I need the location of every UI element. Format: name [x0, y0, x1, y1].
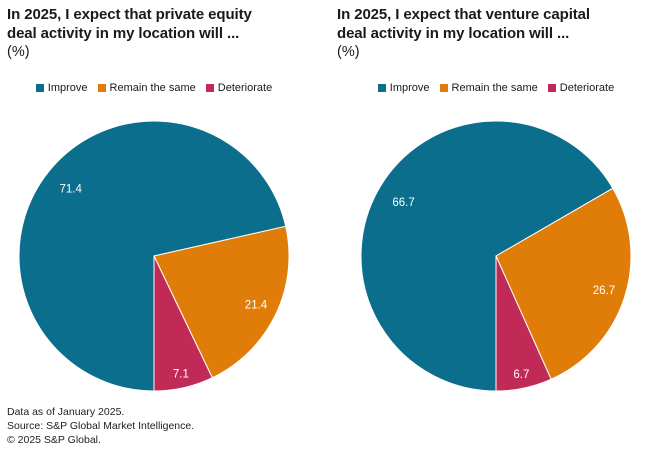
legend-swatch-deteriorate: [205, 83, 214, 92]
pie-slice-improve: [18, 120, 287, 392]
slice-value-label: 66.7: [392, 197, 414, 209]
legend-label: Improve: [389, 82, 430, 94]
slice-value-label: 26.7: [593, 285, 615, 297]
legend-label: Improve: [47, 82, 88, 94]
footnote-data-as-of: Data as of January 2025.: [7, 406, 125, 418]
pie-chart-private-equity: 71.4 21.4 7.1: [18, 120, 290, 392]
legend-item-deteriorate: Deteriorate: [205, 81, 273, 95]
legend-label: Deteriorate: [217, 82, 273, 94]
legend-item-deteriorate: Deteriorate: [547, 81, 615, 95]
venture-capital-chart: In 2025, I expect that venture capital d…: [330, 0, 660, 465]
legend-label: Deteriorate: [559, 82, 615, 94]
pie-slice-improve: [360, 120, 614, 392]
legend-item-improve: Improve: [35, 81, 88, 95]
legend-item-improve: Improve: [377, 81, 430, 95]
slice-value-label: 6.7: [513, 369, 529, 381]
footnote-source: Source: S&P Global Market Intelligence.: [7, 420, 195, 432]
legend-label: Remain the same: [109, 82, 196, 94]
pie-chart-venture-capital: 66.7 26.7 6.7: [360, 120, 632, 392]
private-equity-chart: In 2025, I expect that private equity de…: [0, 6, 330, 392]
legend-swatch-improve: [35, 83, 44, 92]
pie-slice-remain-the-same: [495, 187, 632, 380]
chart-title-private-equity: In 2025, I expect that private equity de…: [7, 6, 252, 42]
pie-slice-deteriorate: [495, 255, 552, 392]
slice-value-label: 71.4: [60, 183, 83, 195]
legend-label: Remain the same: [451, 82, 538, 94]
legend-item-remain-the-same: Remain the same: [439, 81, 538, 95]
legend: Improve Remain the same Deteriorate: [330, 81, 660, 95]
chart-unit-label: (%): [337, 44, 360, 60]
footnote-copyright: © 2025 S&P Global.: [7, 434, 101, 446]
legend: Improve Remain the same Deteriorate: [0, 81, 330, 95]
legend-swatch-remain-the-same: [439, 83, 448, 92]
legend-swatch-remain-the-same: [97, 83, 106, 92]
slice-value-label: 21.4: [245, 300, 268, 312]
legend-swatch-improve: [377, 83, 386, 92]
slice-value-label: 7.1: [173, 369, 189, 381]
legend-item-remain-the-same: Remain the same: [97, 81, 196, 95]
chart-unit-label: (%): [7, 44, 30, 60]
chart-title-venture-capital: In 2025, I expect that venture capital d…: [337, 6, 590, 42]
legend-swatch-deteriorate: [547, 83, 556, 92]
pie-slice-remain-the-same: [153, 225, 290, 379]
footnote: Data as of January 2025. Source: S&P Glo…: [7, 405, 194, 447]
pie-slice-deteriorate: [153, 255, 213, 392]
